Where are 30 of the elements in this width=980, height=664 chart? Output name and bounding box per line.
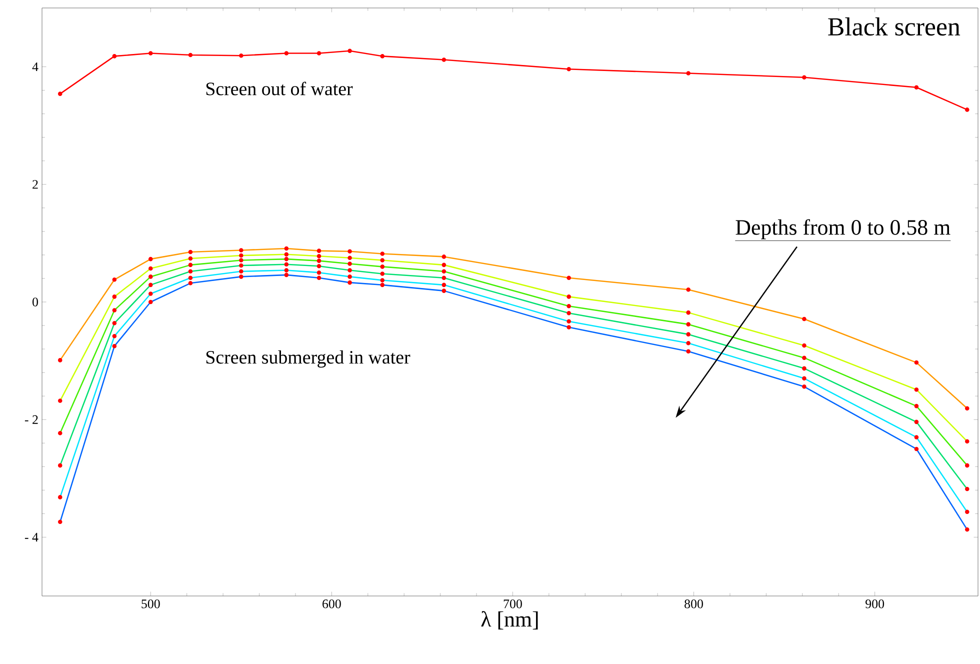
point (58, 92, 62, 96)
point (316, 51, 322, 56)
chart-title: Black screen (828, 17, 960, 36)
point (914, 85, 919, 90)
point (566, 66, 571, 72)
x-axis-title: λ [nm] (481, 611, 538, 630)
point (802, 75, 806, 80)
y-tick-label: 4 (32, 62, 38, 72)
point (148, 51, 153, 56)
point (112, 54, 117, 58)
y-tick-label: - 2 (24, 415, 38, 424)
point (686, 71, 690, 76)
point (965, 108, 970, 112)
annotation: Depths from 0 to 0.58 m (736, 219, 950, 240)
y-tick-label: 0 (32, 298, 38, 306)
x-tick-label: 800 (684, 600, 703, 608)
x-tick-label: 600 (322, 600, 341, 608)
point (284, 51, 289, 56)
point (188, 52, 193, 58)
annotation: Screen submerged in water (206, 350, 410, 368)
x-tick-label: 700 (504, 600, 522, 608)
point (348, 48, 352, 54)
annotation: Screen out of water (206, 82, 353, 96)
point (442, 58, 446, 62)
point (239, 53, 244, 58)
point (380, 54, 385, 58)
x-tick-label: 900 (866, 600, 884, 608)
x-tick-label: 500 (142, 600, 160, 608)
y-tick-label: 2 (32, 180, 38, 189)
y-tick-label: - 4 (24, 532, 38, 542)
